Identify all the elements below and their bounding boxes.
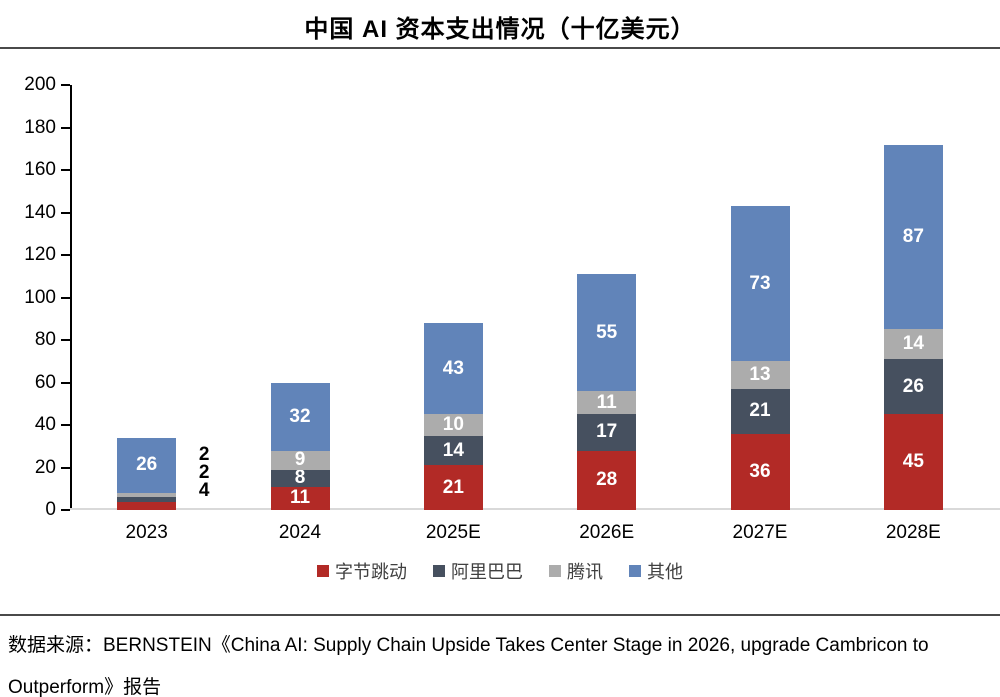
bar-segment-label: 21 [749,400,771,422]
bar-segment: 10 [423,414,483,436]
bar-segment-label: 11 [289,487,311,509]
chart-legend: 字节跳动 阿里巴巴 腾讯 其他 [0,558,1000,584]
bar-segment: 55 [577,274,637,391]
bar-segment: 28 [577,450,637,510]
bar-segment: 36 [730,433,790,510]
bar-segment: 26 [883,359,943,415]
legend-label: 阿里巴巴 [451,562,523,582]
bar-segment: 87 [883,144,943,330]
bar-segment [117,493,177,498]
title-divider-line [0,47,1000,49]
x-category-label: 2024 [278,522,322,543]
bar-segment-label: 26 [136,454,158,476]
y-tick-label: 140 [24,201,56,223]
chart-title: 中国 AI 资本支出情况（十亿美元） [304,16,696,43]
bar-segment: 11 [270,486,330,510]
y-tick-mark [61,381,70,384]
bar-segment-label: 9 [294,449,306,471]
bar-segment-label: 21 [442,476,464,498]
y-axis-line [70,85,72,510]
bar-segment: 9 [270,449,330,471]
y-tick-label: 0 [45,499,56,520]
bar-segment: 21 [423,465,483,510]
y-tick-mark [61,339,70,341]
y-tick-label: 180 [24,116,56,138]
y-tick-mark [61,169,70,171]
y-tick-label: 160 [24,159,56,180]
source-divider-line [0,614,1000,616]
x-category-label: 2027E [732,522,788,543]
bar-segment: 13 [730,361,790,389]
bar-segment-label: 14 [442,439,464,461]
y-tick-mark [61,466,70,469]
bar-segment-label: 26 [902,375,924,397]
bar-outside-label: 2 [198,462,210,483]
y-tick-mark [61,509,70,511]
bar-segment-label: 14 [902,333,924,355]
bar-outside-label: 2 [198,444,210,465]
x-category-label: 2028E [885,522,941,543]
bar-segment-label: 87 [902,225,924,247]
x-category-label: 2026E [579,522,635,543]
bar-segment-label: 32 [289,405,311,427]
legend-item: 阿里巴巴 [433,558,523,584]
bar-segment-label: 45 [902,451,924,473]
y-tick-label: 60 [34,371,56,393]
legend-label: 腾讯 [567,562,603,582]
bar-segment: 32 [270,382,330,451]
y-tick-label: 80 [34,329,56,350]
legend-swatch [629,565,641,577]
bar-segment-label: 13 [749,364,771,386]
bar-segment-label: 28 [596,469,618,491]
y-tick-label: 20 [34,456,56,478]
bar-outside-label: 4 [198,480,210,501]
y-tick-mark [61,254,70,256]
legend-swatch [433,565,445,577]
x-category-label: 2023 [125,522,168,543]
bar-segment: 14 [883,329,943,360]
bar-segment: 45 [883,414,943,510]
bar-segment: 11 [577,391,637,415]
bar-segment: 43 [423,323,483,415]
y-tick-label: 200 [24,74,56,95]
legend-swatch [317,565,329,577]
x-axis-baseline [70,508,1000,510]
y-tick-label: 40 [34,414,56,435]
legend-item: 腾讯 [549,558,603,584]
y-tick-mark [61,84,70,86]
y-tick-label: 100 [24,286,56,308]
y-tick-mark [61,211,70,214]
bar-segment [117,497,177,502]
bar-segment-label: 36 [749,460,771,482]
legend-swatch [549,565,561,577]
bar-segment: 8 [270,467,330,489]
bar-segment: 14 [423,435,483,466]
bar-segment-label: 43 [442,357,464,379]
bar-segment-label: 17 [596,421,618,443]
chart-plot-area: 0 20 40 60 80 100 120 140 160 180 200 26 2 2 4 2023 11 8 9… [24,74,1000,543]
bar-segment-label: 10 [442,414,464,435]
bar-segment-label: 8 [294,467,306,489]
legend-item: 字节跳动 [317,558,407,584]
bar-segment [117,501,177,510]
bar-segment-label: 11 [596,391,617,413]
legend-label: 其他 [647,562,683,582]
bar-segment: 73 [730,206,790,362]
y-tick-mark [61,126,70,129]
legend-item: 其他 [629,558,683,584]
x-category-label: 2025E [425,522,481,543]
legend-label: 字节跳动 [335,562,407,582]
bar-segment-label: 73 [749,272,771,294]
y-tick-mark [61,424,70,426]
bar-segment: 21 [730,388,790,434]
bar-segment: 26 [117,437,177,493]
bar-segment-label: 55 [596,321,618,343]
bar-segment: 17 [577,414,637,451]
y-tick-mark [61,296,70,299]
y-tick-label: 120 [24,244,56,265]
source-note: 数据来源：BERNSTEIN《China AI: Supply Chain Up… [8,635,929,697]
